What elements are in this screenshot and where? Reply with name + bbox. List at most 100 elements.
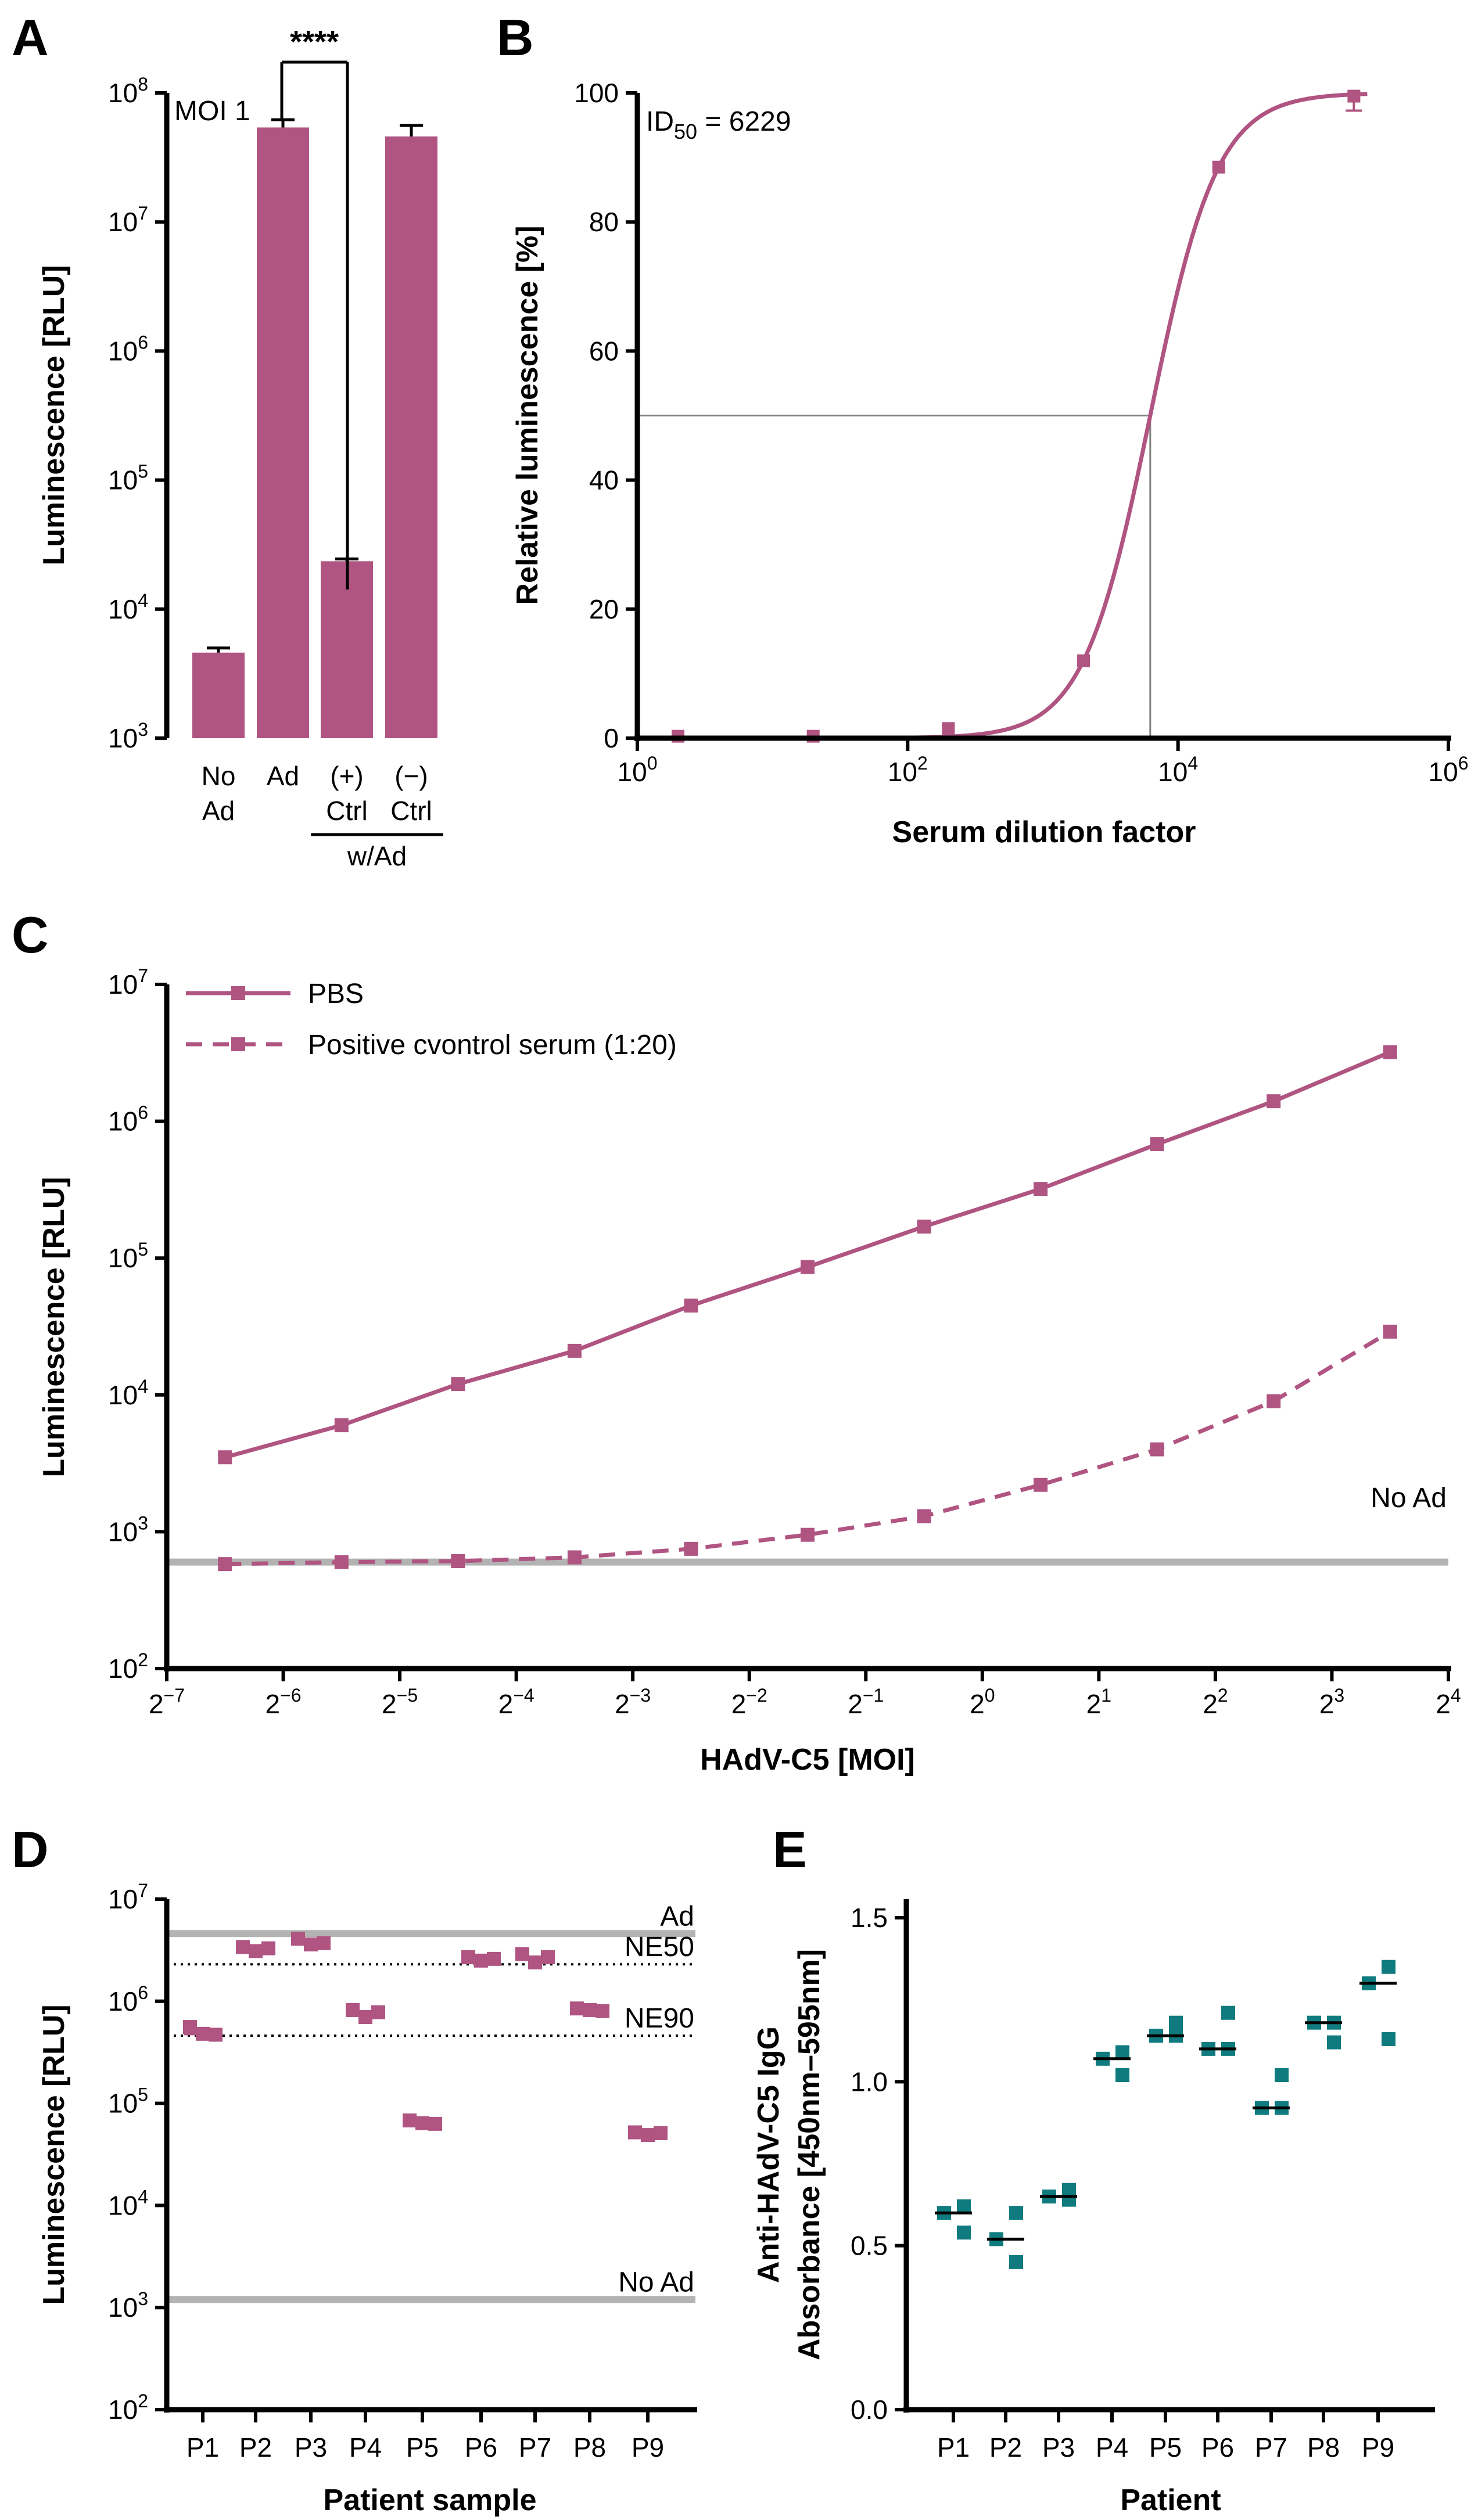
a-category-line1: (+) <box>330 761 364 791</box>
panel-a: A 103 104 105 106 107 108 MOI 1 **** Luminesc… <box>12 9 443 871</box>
c-point <box>801 1260 815 1274</box>
id50-label: ID50 = 6229 <box>646 106 791 143</box>
b-point-4 <box>1212 160 1225 174</box>
panel-d-points <box>183 1932 668 2142</box>
panel-a-y-label: Luminescence [RLU] <box>37 265 71 565</box>
a-category-line1: No <box>202 761 236 791</box>
panel-d-x-ticks: P1 P2 P3 P4 P5 P6 P7 P8 P9 <box>186 2410 664 2463</box>
c-point <box>218 1450 232 1465</box>
legend-positive-control-label: Positive cvontrol serum (1:20) <box>308 1030 677 1061</box>
e-x-tick-label: P1 <box>937 2432 970 2463</box>
e-point <box>1062 2192 1076 2207</box>
panel-e-points <box>935 1960 1397 2269</box>
d-point <box>403 2113 417 2128</box>
d-point <box>249 1944 263 1958</box>
c-point <box>1034 1182 1048 1196</box>
c-series-line-1 <box>225 1329 1391 1566</box>
e-point <box>1382 1960 1396 1974</box>
d-y-tick-label: 105 <box>108 2084 148 2119</box>
c-point <box>1383 1045 1397 1059</box>
b-point-3 <box>1077 654 1090 667</box>
c-x-tick-label: 2−5 <box>382 1685 418 1719</box>
a-y-tick-label: 103 <box>108 719 148 753</box>
panel-c-y-ticks: 102 103 104 105 106 107 <box>108 965 167 1684</box>
c-series-line-0 <box>224 1050 1391 1459</box>
d-x-tick-label: P3 <box>295 2432 327 2463</box>
c-y-tick-label: 107 <box>108 965 148 1000</box>
e-x-tick-label: P9 <box>1362 2432 1394 2463</box>
b-y-tick-label: 80 <box>589 207 619 237</box>
a-category-line2: Ctrl <box>390 796 432 826</box>
panel-b-y-label: Relative luminescence [%] <box>511 225 544 605</box>
e-point <box>1382 2032 1396 2046</box>
e-point <box>1009 2206 1023 2220</box>
d-x-tick-label: P9 <box>632 2432 664 2463</box>
panel-a-categories: No Ad Ad (+) Ctrl (−) Ctrl <box>202 761 432 826</box>
c-point <box>334 1555 349 1569</box>
a-category-line1: (−) <box>394 761 428 791</box>
bar-1 <box>257 127 309 738</box>
c-point <box>1383 1324 1397 1339</box>
a-y-tick-label: 106 <box>108 332 148 366</box>
c-x-tick-label: 20 <box>970 1685 995 1719</box>
d-point <box>183 2020 197 2034</box>
a-y-tick-label: 107 <box>108 203 148 237</box>
panel-b-id50-guides <box>637 415 1151 738</box>
c-x-tick-label: 2−3 <box>615 1685 651 1719</box>
d-y-tick-label: 104 <box>108 2186 148 2220</box>
c-point <box>917 1509 931 1523</box>
d-y-tick-label: 106 <box>108 1982 148 2016</box>
c-y-tick-label: 102 <box>108 1649 148 1684</box>
e-x-tick-label: P6 <box>1201 2432 1234 2463</box>
panel-d-x-label: Patient sample <box>323 2483 536 2517</box>
group-label: w/Ad <box>347 841 407 871</box>
e-x-tick-label: P2 <box>989 2432 1022 2463</box>
c-x-tick-label: 2−4 <box>498 1685 534 1719</box>
d-x-tick-label: P6 <box>465 2432 497 2463</box>
bar-2 <box>321 561 373 738</box>
c-point <box>218 1557 232 1572</box>
e-x-tick-label: P4 <box>1096 2432 1128 2463</box>
e-point <box>1327 2035 1341 2050</box>
d-point <box>641 2128 655 2142</box>
panel-d-y-ticks: 102 103 104 105 106 107 <box>108 1880 167 2425</box>
c-point <box>1034 1478 1048 1492</box>
c-y-tick-label: 104 <box>108 1376 148 1410</box>
e-point <box>1115 2068 1129 2083</box>
panel-e: E 0.0 0.5 1.0 1.5 P1 P2 P3 P4 P5 P6 P7 P8 P9 Anti-H… <box>752 1821 1435 2517</box>
d-point <box>461 1950 475 1964</box>
panel-b-x-ticks: 100 102 104 106 <box>618 738 1468 787</box>
no-ad-reference-label: No Ad <box>1371 1483 1447 1514</box>
c-point <box>451 1377 465 1392</box>
d-x-tick-label: P8 <box>573 2432 606 2463</box>
e-y-tick-label: 1.0 <box>851 2066 888 2097</box>
d-x-tick-label: P1 <box>186 2432 219 2463</box>
b-x-tick-label: 102 <box>888 753 928 787</box>
legend-pbs-label: PBS <box>308 979 364 1009</box>
c-x-tick-label: 2−1 <box>848 1685 884 1719</box>
legend-pbs-marker <box>231 986 245 1000</box>
c-x-tick-label: 2−2 <box>731 1685 767 1719</box>
c-x-tick-label: 22 <box>1203 1685 1228 1719</box>
panel-label-c: C <box>12 906 49 964</box>
c-point <box>451 1554 465 1568</box>
d-ref-label-2: NE90 <box>625 2003 694 2034</box>
b-y-tick-label: 0 <box>604 723 619 753</box>
e-point <box>1275 2068 1289 2083</box>
c-point <box>917 1219 931 1234</box>
d-x-tick-label: P5 <box>406 2432 439 2463</box>
panel-label-a: A <box>12 9 49 66</box>
d-point <box>570 2001 584 2016</box>
a-y-tick-label: 105 <box>108 461 148 495</box>
panel-b-x-label: Serum dilution factor <box>892 815 1196 849</box>
c-point <box>1267 1094 1281 1109</box>
d-x-tick-label: P2 <box>239 2432 272 2463</box>
c-point <box>1150 1137 1164 1152</box>
d-point <box>515 1947 529 1961</box>
significance-bracket: **** <box>280 24 349 589</box>
a-y-tick-label: 104 <box>108 590 148 624</box>
panel-c-x-ticks: 2−7 2−6 2−5 2−4 2−3 2−2 2−1 20 21 22 23 24 <box>149 1669 1461 1719</box>
